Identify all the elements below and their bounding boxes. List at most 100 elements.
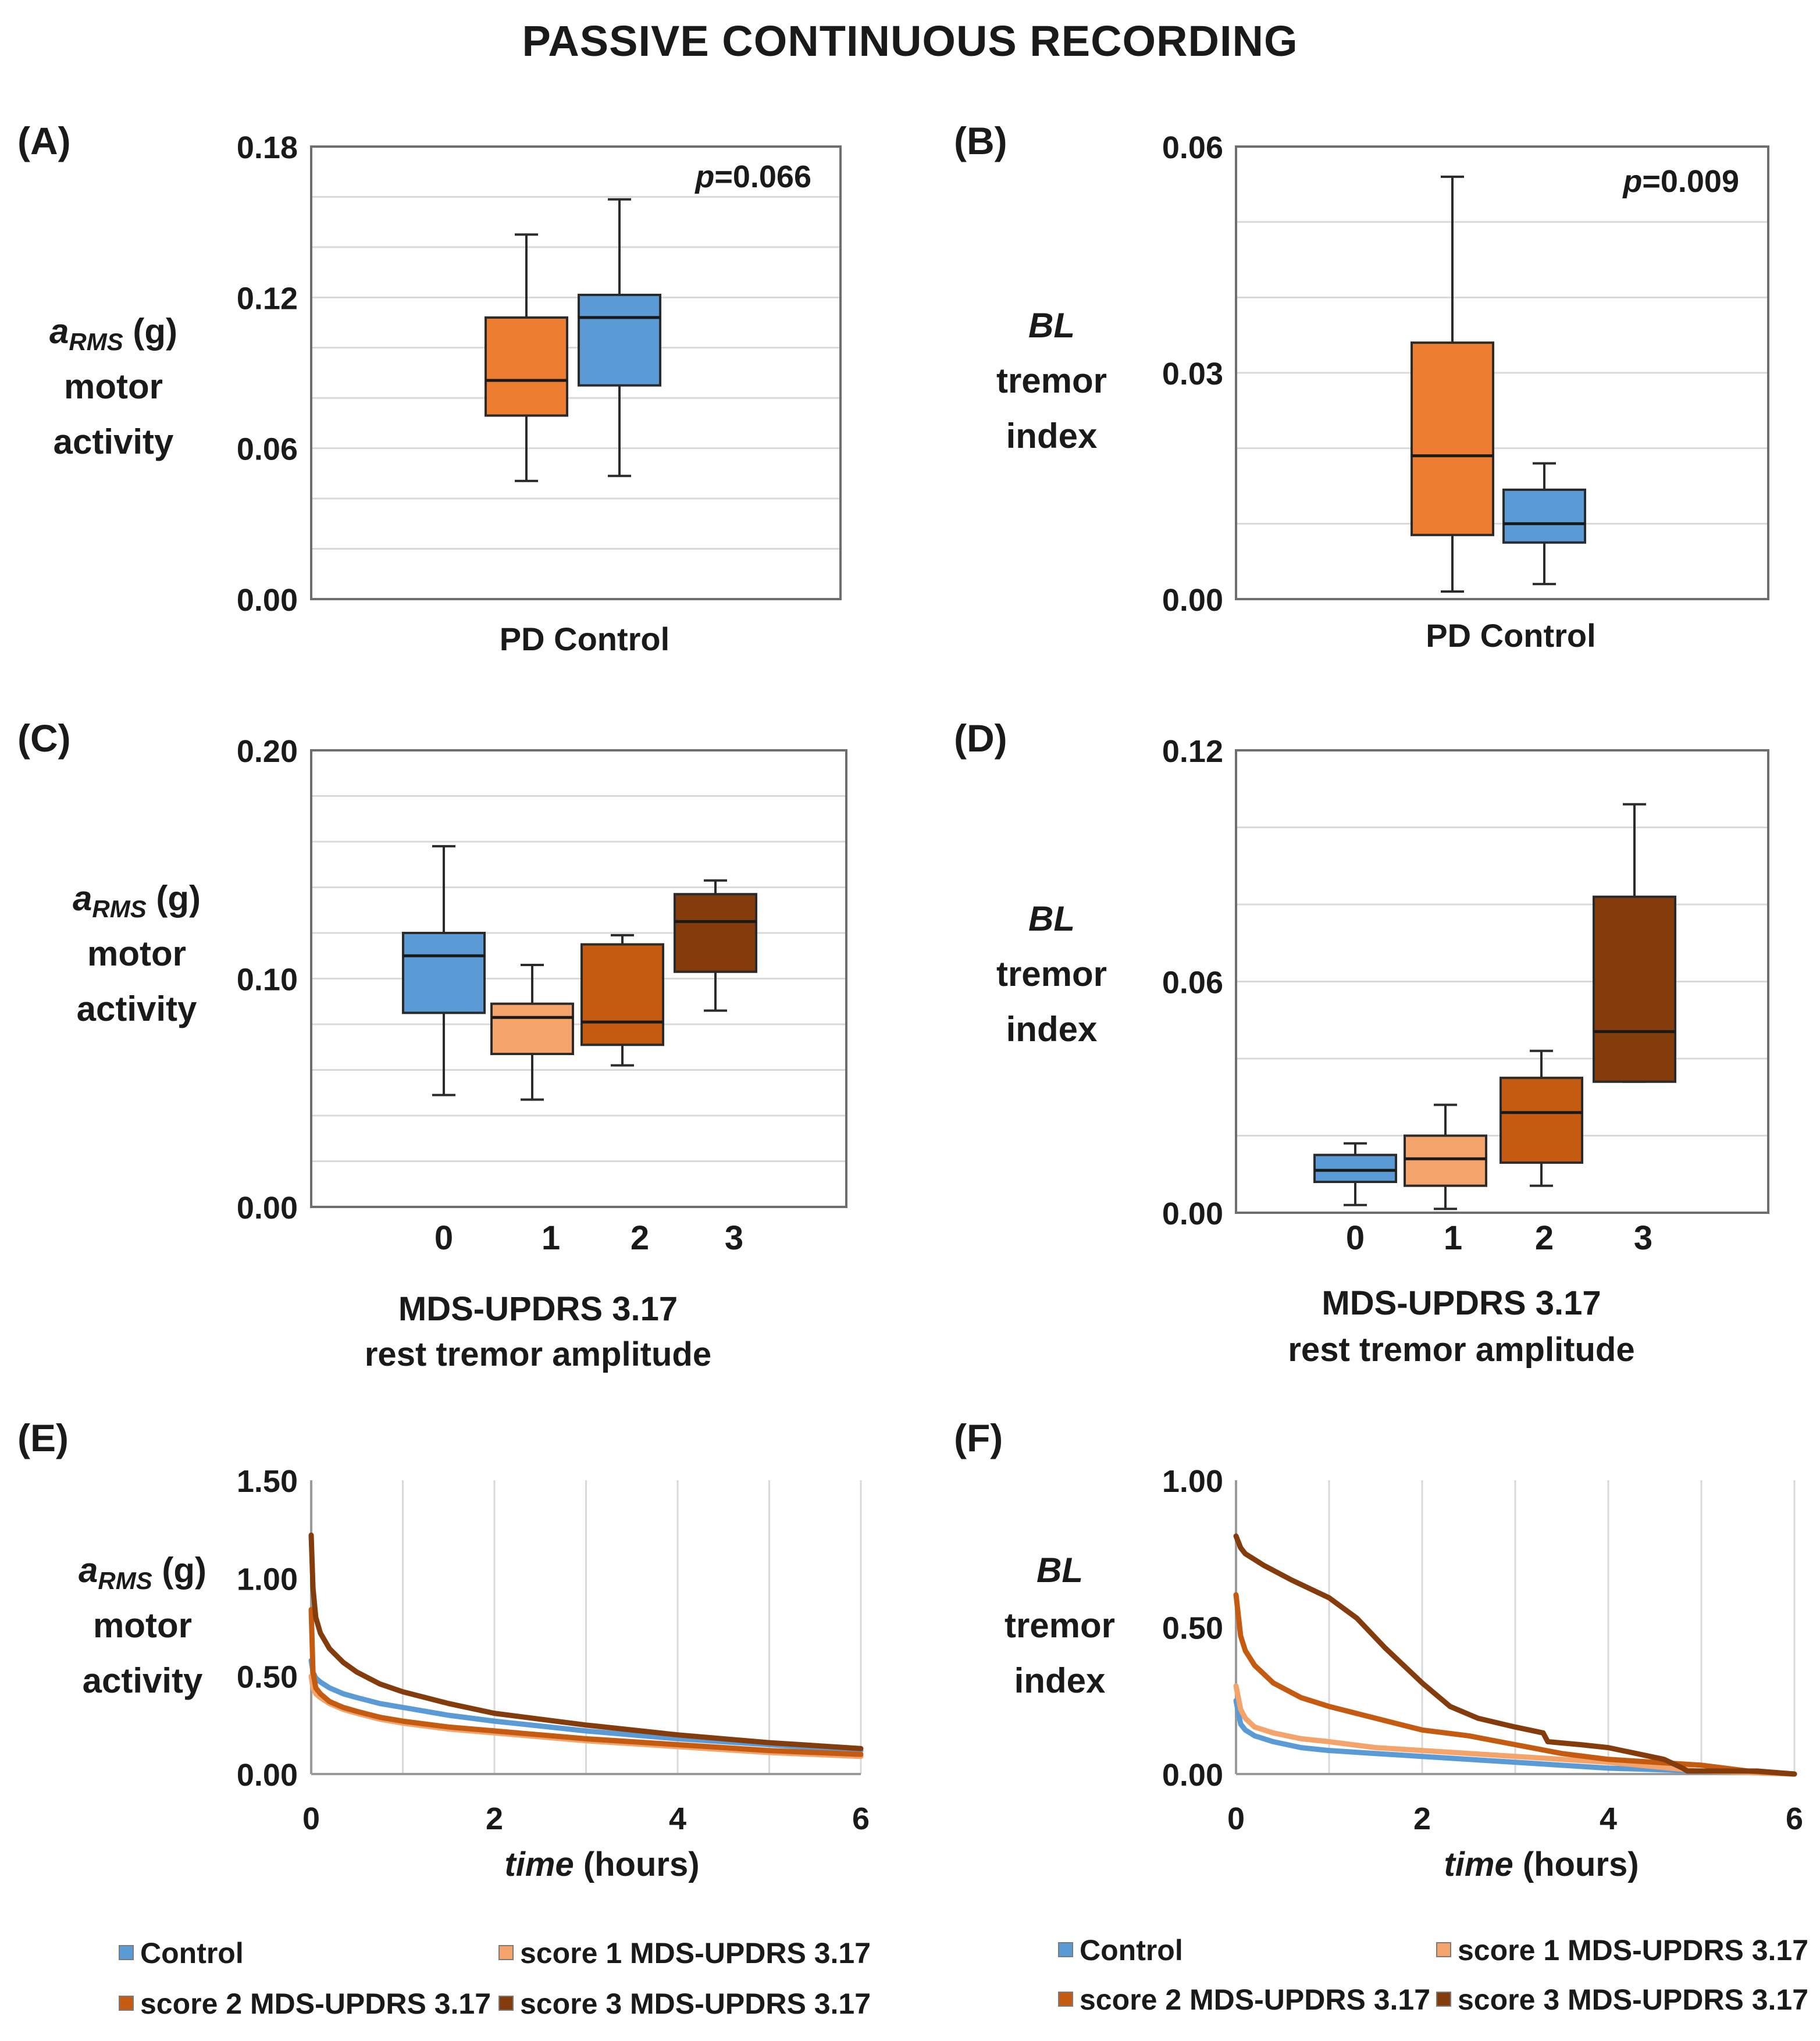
x-tick-label: 2 xyxy=(1413,1801,1431,1836)
legend-label: Control xyxy=(1080,1934,1183,1967)
ylabel-line: activity xyxy=(83,1661,203,1700)
box-2 xyxy=(1500,1049,1583,1187)
box-iqr xyxy=(402,932,486,1014)
legend-label: score 1 MDS-UPDRS 3.17 xyxy=(1458,1934,1808,1967)
box-3 xyxy=(674,879,757,1012)
panel-f: 0.00 0.50 1.00 0 2 4 6 time (hours) (F) xyxy=(954,1416,1803,1883)
box-3 xyxy=(1593,803,1676,1083)
y-tick-label: 0.50 xyxy=(1162,1611,1223,1646)
panel-label: (C) xyxy=(17,717,71,760)
box-pd xyxy=(1411,175,1494,593)
y-tick-label: 0.06 xyxy=(1162,966,1223,1000)
box-iqr xyxy=(1502,488,1586,544)
x-tick-label: 0 xyxy=(434,1219,453,1257)
figure-title: PASSIVE CONTINUOUS RECORDING xyxy=(522,17,1298,65)
x-tick-label: 3 xyxy=(1634,1219,1652,1257)
ylabel-line: motor xyxy=(64,367,163,406)
y-axis-label: aRMS (g) motor activity xyxy=(79,1551,206,1700)
ylabel-line: index xyxy=(1006,1010,1098,1049)
x-axis-label: time (hours) xyxy=(504,1846,699,1883)
y-tick-label: 0.12 xyxy=(237,281,298,316)
y-tick-label: 0.06 xyxy=(1162,130,1223,165)
ylabel-line: aRMS (g) xyxy=(49,312,177,355)
y-tick-label: 0.00 xyxy=(1162,583,1223,618)
ylabel-line: aRMS (g) xyxy=(73,879,201,922)
x-tick-label: 2 xyxy=(486,1801,503,1836)
legend-f: Control score 1 MDS-UPDRS 3.17 score 2 MDS… xyxy=(1058,1934,1808,2016)
legend-swatch xyxy=(1436,1942,1451,1957)
legend-item: Control xyxy=(119,1937,244,1969)
ylabel-line: BL xyxy=(1037,1551,1083,1590)
series-line-score1 xyxy=(1233,1683,1797,1777)
x-axis-label: PD Control xyxy=(1426,617,1595,654)
x-tick-label: 6 xyxy=(1786,1801,1803,1836)
ylabel-line: BL xyxy=(1028,306,1075,345)
box-iqr xyxy=(490,1002,574,1056)
y-tick-label: 0.10 xyxy=(237,963,298,998)
legend-item: Control xyxy=(1058,1934,1183,1967)
x-tick-label: 0 xyxy=(1346,1219,1365,1257)
box-iqr xyxy=(578,294,661,387)
panel-label: (A) xyxy=(17,119,71,162)
y-tick-label: 1.00 xyxy=(237,1562,298,1597)
x-tick-label: 0 xyxy=(1227,1801,1245,1836)
x-axis-label: PD Control xyxy=(500,621,669,657)
x-tick-label: 2 xyxy=(631,1219,649,1257)
panel-label: (B) xyxy=(954,119,1007,162)
panel-c: 0.00 0.10 0.20 0 1 2 3 MDS-UPDRS 3.17 rest tremo… xyxy=(17,717,847,1373)
legend-label: score 3 MDS-UPDRS 3.17 xyxy=(1458,1983,1808,2016)
y-tick-label: 0.18 xyxy=(237,130,298,165)
box-iqr xyxy=(1411,341,1494,536)
x-tick-label: 1 xyxy=(542,1219,560,1257)
y-tick-label: 1.50 xyxy=(237,1464,298,1499)
ylabel-line: aRMS (g) xyxy=(79,1551,206,1594)
series-line-score3 xyxy=(1233,1533,1797,1777)
legend-e: Control score 1 MDS-UPDRS 3.17 score 2 MDS… xyxy=(119,1937,871,2020)
box-2 xyxy=(580,934,664,1067)
ylabel-line: activity xyxy=(54,422,174,461)
legend-swatch xyxy=(498,1996,514,2011)
x-tick-label: 2 xyxy=(1535,1219,1554,1257)
legend-item: score 1 MDS-UPDRS 3.17 xyxy=(498,1937,871,1969)
box-control xyxy=(1502,462,1586,586)
y-tick-label: 0.20 xyxy=(237,734,298,769)
y-axis-label: aRMS (g) motor activity xyxy=(73,879,201,1028)
y-tick-label: 0.00 xyxy=(237,1191,298,1226)
x-axis-label: MDS-UPDRS 3.17 xyxy=(398,1290,678,1328)
ylabel-line: motor xyxy=(93,1606,192,1645)
y-tick-label: 0.12 xyxy=(1162,734,1223,769)
ylabel-line: tremor xyxy=(996,954,1107,993)
x-tick-label: 3 xyxy=(725,1219,743,1257)
legend-item: score 3 MDS-UPDRS 3.17 xyxy=(498,1987,871,2020)
series-line-control xyxy=(308,1658,864,1754)
ylabel-line: tremor xyxy=(996,361,1107,400)
p-value-annotation: p=0.009 xyxy=(1622,164,1739,199)
legend-label: score 3 MDS-UPDRS 3.17 xyxy=(520,1987,871,2020)
x-tick-label: 4 xyxy=(669,1801,686,1836)
x-tick-label: 1 xyxy=(1444,1219,1462,1257)
ylabel-line: index xyxy=(1014,1661,1106,1700)
legend-label: Control xyxy=(140,1937,244,1969)
panel-label: (E) xyxy=(17,1416,69,1459)
plot-frame xyxy=(1235,145,1769,600)
y-axis-label: aRMS (g) motor activity xyxy=(49,312,177,461)
y-tick-label: 0.03 xyxy=(1162,357,1223,391)
panel-d: 0.00 0.06 0.12 0 1 2 3 MDS-UPDRS 3.17 rest tremo… xyxy=(954,717,1769,1369)
legend-item: score 3 MDS-UPDRS 3.17 xyxy=(1436,1983,1808,2016)
series-line-score3 xyxy=(308,1532,864,1751)
legend-item: score 2 MDS-UPDRS 3.17 xyxy=(119,1987,491,2020)
x-axis-label: MDS-UPDRS 3.17 xyxy=(1322,1284,1601,1322)
plot-frame xyxy=(310,749,847,1208)
x-tick-label: 4 xyxy=(1600,1801,1617,1836)
box-0 xyxy=(402,845,486,1096)
box-iqr xyxy=(485,316,568,417)
ylabel-line: index xyxy=(1006,416,1098,455)
panel-b: 0.00 0.03 0.06 PD Control p=0.009 (B) xyxy=(954,119,1769,654)
box-1 xyxy=(1404,1103,1487,1210)
y-tick-label: 0.50 xyxy=(237,1660,298,1695)
plot-frame xyxy=(310,145,842,600)
legend-swatch xyxy=(1436,1992,1451,2007)
legend-label: score 2 MDS-UPDRS 3.17 xyxy=(140,1987,491,2020)
ylabel-line: activity xyxy=(77,989,197,1028)
